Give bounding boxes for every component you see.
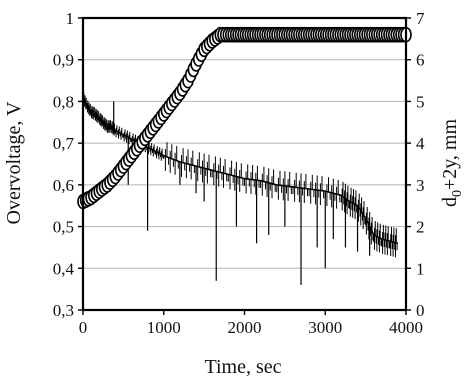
y-right-axis-title: d0+2y, mm	[439, 119, 465, 208]
x-tick-label: 3000	[308, 318, 342, 337]
x-tick-labels: 0 1000 2000 3000 4000	[79, 310, 423, 337]
x-tick-label: 1000	[147, 318, 181, 337]
y-left-tick-label: 0,6	[53, 176, 74, 195]
overvoltage-noise	[82, 92, 398, 258]
y-right-tick-label: 6	[416, 51, 425, 70]
x-axis-title: Time, sec	[204, 356, 281, 377]
y-right-tick-label: 1	[416, 259, 425, 278]
overvoltage-line	[82, 96, 399, 245]
y-left-tick-label: 0,7	[53, 134, 75, 153]
x-tick-label: 0	[79, 318, 88, 337]
x-tick-label: 2000	[228, 318, 262, 337]
y-left-axis-title: Overvoltage, V	[3, 101, 25, 224]
y-right-tick-labels: 0 1 2 3 4 5 6 7	[406, 9, 425, 320]
y-right-tick-label: 0	[416, 301, 425, 320]
y-left-tick-label: 0,5	[53, 218, 74, 237]
y-right-tick-label: 4	[416, 134, 425, 153]
y-left-tick-label: 0,4	[53, 259, 75, 278]
x-tick-label: 4000	[389, 318, 423, 337]
y-left-tick-label: 0,3	[53, 301, 74, 320]
y-right-tick-label: 5	[416, 92, 425, 111]
y-left-tick-labels: 0,3 0,4 0,5 0,6 0,7 0,8 0,9 1	[53, 9, 83, 320]
y-right-tick-label: 3	[416, 176, 425, 195]
plot-series	[77, 26, 412, 285]
y-left-tick-label: 1	[66, 9, 75, 28]
y-right-tick-label: 7	[416, 9, 425, 28]
y-left-tick-label: 0,9	[53, 51, 74, 70]
y-left-tick-label: 0,8	[53, 92, 74, 111]
y-right-tick-label: 2	[416, 218, 425, 237]
